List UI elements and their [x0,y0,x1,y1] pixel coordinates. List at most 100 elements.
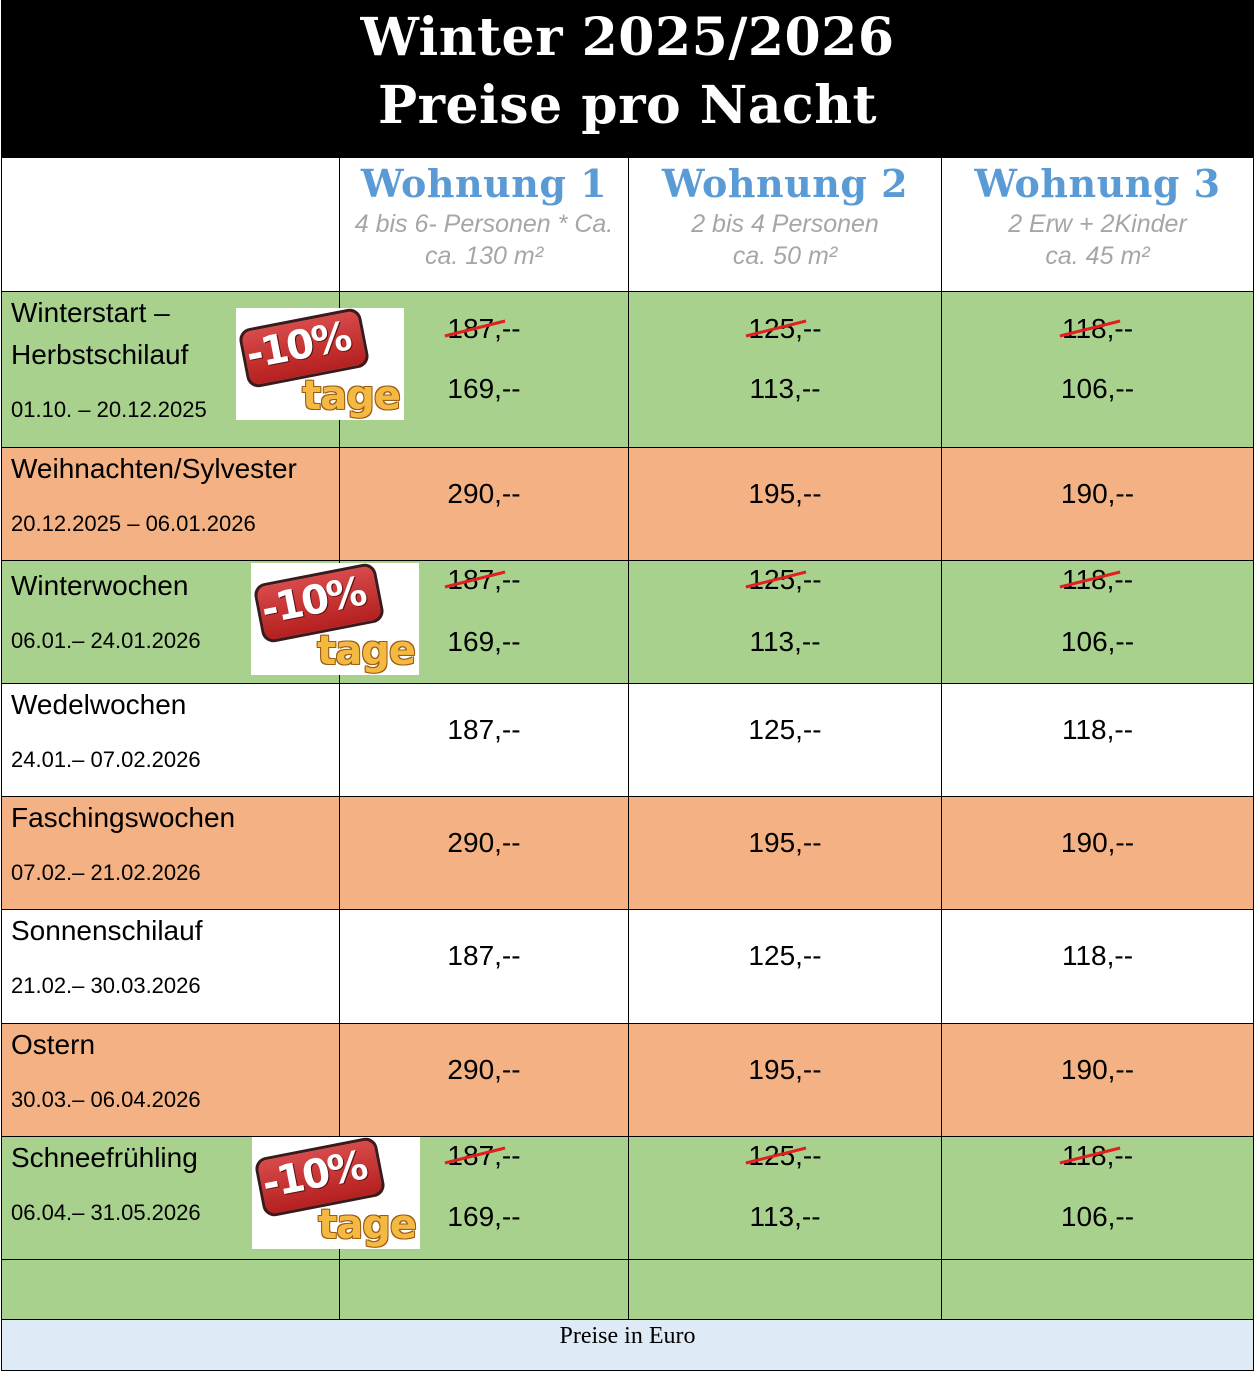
price-cell-apartment-3: 190,-- [941,1024,1253,1136]
season-row-weihnachten: Weihnachten/Sylvester 20.12.2025 – 06.01… [2,447,1253,560]
price-cell-apartment-1: 290,-- [339,1024,628,1136]
price-cell-apartment-1: 187,-- 169,-- [339,1137,628,1259]
price: 290,-- [447,827,521,858]
price-cell-apartment-2: 125,-- 113,-- [628,561,941,683]
price-cell-apartment-3: 118,-- 106,-- [941,1137,1253,1259]
apartment-2-persons: 2 bis 4 Personen [691,210,879,238]
season-name: Ostern [11,1029,96,1060]
price-cell-apartment-2: 195,-- [628,1024,941,1136]
old-price: 125,-- [629,563,941,597]
season-name: Winterstart – [11,297,170,328]
price-cell-apartment-2: 195,-- [628,448,941,560]
price: 118,-- [1061,714,1134,745]
season-dates: 30.03.– 06.04.2026 [11,1087,201,1112]
season-dates: 20.12.2025 – 06.01.2026 [11,511,256,536]
discounted-price: 169,-- [447,1201,521,1232]
apartment-3-header: Wohnung 3 2 Erw + 2Kinder ca. 45 m² [941,158,1253,291]
old-price: 118,-- [942,312,1253,346]
price-cell-apartment-3: 118,-- 106,-- [941,292,1253,447]
discounted-price: 106,-- [1060,626,1135,657]
apartment-1-header: Wohnung 1 4 bis 6- Personen * Ca. ca. 13… [339,158,628,291]
old-price: 118,-- [942,1139,1253,1173]
season-row-schneefruehling: Schneefrühling 06.04.– 31.05.2026 187,--… [2,1136,1253,1259]
season-dates: 06.01.– 24.01.2026 [11,628,201,653]
price-cell-apartment-3: 118,-- [941,684,1253,796]
price: 290,-- [447,478,521,509]
discount-badge-image: -10% tage [251,563,419,675]
price: 190,-- [1060,827,1135,858]
apartment-1-size: ca. 130 m² [424,242,544,270]
price-cell-apartment-3: 118,-- [941,910,1253,1023]
season-label-cell: Wedelwochen 24.01.– 07.02.2026 [2,684,339,796]
price: 195,-- [748,1054,822,1085]
discounted-price: 169,-- [447,373,521,404]
price: 125,-- [748,940,822,971]
season-dates: 06.04.– 31.05.2026 [11,1200,201,1225]
discounted-price: 113,-- [749,626,821,657]
season-label-cell: Sonnenschilauf 21.02.– 30.03.2026 [2,910,339,1023]
empty-cell [628,1260,941,1319]
season-name: Schneefrühling [11,1142,198,1173]
price: 290,-- [447,1054,521,1085]
price-cell-apartment-2: 125,-- [628,684,941,796]
price: 195,-- [748,827,822,858]
price: 118,-- [1061,940,1134,971]
old-price: 187,-- [340,312,628,346]
price-cell-apartment-2: 125,-- 113,-- [628,292,941,447]
season-label-cell: Faschingswochen 07.02.– 21.02.2026 [2,797,339,909]
season-label-cell: Winterstart – Herbstschilauf 01.10. – 20… [2,292,339,447]
header-banner: Winter 2025/2026 Preise pro Nacht [2,1,1253,157]
apartment-header-row: Wohnung 1 4 bis 6- Personen * Ca. ca. 13… [2,157,1253,291]
season-row-winterwochen: Winterwochen 06.01.– 24.01.2026 187,-- 1… [2,560,1253,683]
price-cell-apartment-3: 118,-- 106,-- [941,561,1253,683]
season-name-line2: Herbstschilauf [11,339,189,370]
apartment-2-size: ca. 50 m² [732,242,838,270]
old-price: 125,-- [629,1139,941,1173]
empty-cell [2,1260,339,1319]
empty-cell [941,1260,1253,1319]
season-label-cell: Weihnachten/Sylvester 20.12.2025 – 06.01… [2,448,339,560]
badge-word: tage [318,1202,417,1248]
footer-note: Preise in Euro [2,1319,1253,1370]
season-row-wedelwochen: Wedelwochen 24.01.– 07.02.2026 187,-- 12… [2,683,1253,796]
season-row-ostern: Ostern 30.03.– 06.04.2026 290,-- 195,-- … [2,1023,1253,1136]
empty-row [2,1259,1253,1319]
price-cell-apartment-1: 187,-- [339,910,628,1023]
season-label-cell: Schneefrühling 06.04.– 31.05.2026 [2,1137,339,1259]
apartment-1-name: Wohnung 1 [360,161,608,206]
badge-word: tage [302,373,401,419]
price-cell-apartment-1: 187,-- 169,-- [339,292,628,447]
old-price: 187,-- [340,1139,628,1173]
season-row-winterstart: Winterstart – Herbstschilauf 01.10. – 20… [2,291,1253,447]
season-dates: 07.02.– 21.02.2026 [11,860,201,885]
price: 190,-- [1060,478,1135,509]
apartment-3-name: Wohnung 3 [974,161,1221,206]
season-dates: 01.10. – 20.12.2025 [11,397,207,422]
price: 195,-- [748,478,822,509]
price-cell-apartment-1: 187,-- [339,684,628,796]
header-title: Winter 2025/2026 [360,7,895,68]
season-name: Wedelwochen [11,689,187,720]
old-price: 187,-- [340,563,628,597]
discounted-price: 113,-- [749,1201,821,1232]
discount-badge-image: -10% tage [252,1137,420,1249]
discount-badge-image: -10% tage [236,308,404,420]
season-row-sonnenschilauf: Sonnenschilauf 21.02.– 30.03.2026 187,--… [2,909,1253,1023]
season-name: Sonnenschilauf [11,915,203,946]
badge-word: tage [317,628,416,674]
discounted-price: 113,-- [749,373,821,404]
season-row-faschingswochen: Faschingswochen 07.02.– 21.02.2026 290,-… [2,796,1253,909]
old-price: 118,-- [942,563,1253,597]
price-cell-apartment-2: 125,-- [628,910,941,1023]
price: 187,-- [447,714,521,745]
price-cell-apartment-3: 190,-- [941,797,1253,909]
season-dates: 21.02.– 30.03.2026 [11,973,201,998]
price-cell-apartment-1: 290,-- [339,448,628,560]
season-dates: 24.01.– 07.02.2026 [11,747,201,772]
empty-cell [339,1260,628,1319]
price: 190,-- [1060,1054,1135,1085]
header-subtitle: Preise pro Nacht [377,75,878,136]
season-name: Weihnachten/Sylvester [11,453,297,484]
apartment-1-persons: 4 bis 6- Personen * Ca. [354,210,614,238]
price: 125,-- [748,714,822,745]
